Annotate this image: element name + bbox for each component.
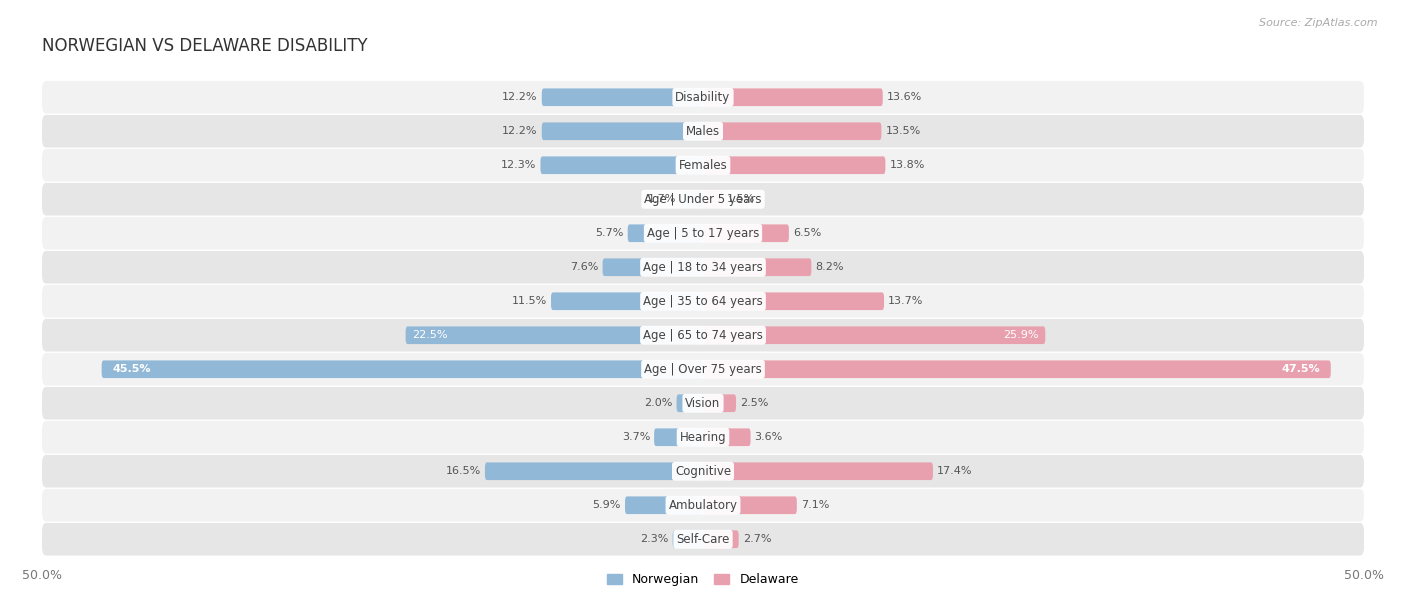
Text: 7.6%: 7.6% <box>571 262 599 272</box>
FancyBboxPatch shape <box>703 122 882 140</box>
FancyBboxPatch shape <box>703 531 738 548</box>
Text: 7.1%: 7.1% <box>801 500 830 510</box>
FancyBboxPatch shape <box>681 190 703 208</box>
Text: Males: Males <box>686 125 720 138</box>
FancyBboxPatch shape <box>42 319 1364 351</box>
FancyBboxPatch shape <box>703 463 934 480</box>
Text: NORWEGIAN VS DELAWARE DISABILITY: NORWEGIAN VS DELAWARE DISABILITY <box>42 37 368 54</box>
FancyBboxPatch shape <box>42 149 1364 182</box>
FancyBboxPatch shape <box>42 353 1364 386</box>
Text: Hearing: Hearing <box>679 431 727 444</box>
FancyBboxPatch shape <box>42 251 1364 283</box>
FancyBboxPatch shape <box>627 225 703 242</box>
FancyBboxPatch shape <box>603 258 703 276</box>
Text: 25.9%: 25.9% <box>1004 330 1039 340</box>
Text: Age | 18 to 34 years: Age | 18 to 34 years <box>643 261 763 274</box>
FancyBboxPatch shape <box>703 326 1045 344</box>
Text: 12.2%: 12.2% <box>502 92 537 102</box>
Text: 3.6%: 3.6% <box>755 432 783 442</box>
FancyBboxPatch shape <box>626 496 703 514</box>
FancyBboxPatch shape <box>42 183 1364 215</box>
FancyBboxPatch shape <box>42 285 1364 318</box>
Text: 22.5%: 22.5% <box>412 330 447 340</box>
FancyBboxPatch shape <box>42 421 1364 453</box>
Text: 12.3%: 12.3% <box>501 160 537 170</box>
Text: 3.7%: 3.7% <box>621 432 650 442</box>
Legend: Norwegian, Delaware: Norwegian, Delaware <box>602 568 804 591</box>
Text: Age | 35 to 64 years: Age | 35 to 64 years <box>643 295 763 308</box>
FancyBboxPatch shape <box>703 225 789 242</box>
FancyBboxPatch shape <box>672 531 703 548</box>
FancyBboxPatch shape <box>541 88 703 106</box>
Text: 16.5%: 16.5% <box>446 466 481 476</box>
Text: Source: ZipAtlas.com: Source: ZipAtlas.com <box>1260 18 1378 28</box>
Text: 1.7%: 1.7% <box>648 194 676 204</box>
FancyBboxPatch shape <box>703 157 886 174</box>
FancyBboxPatch shape <box>541 122 703 140</box>
Text: 8.2%: 8.2% <box>815 262 844 272</box>
FancyBboxPatch shape <box>42 81 1364 114</box>
Text: Disability: Disability <box>675 91 731 104</box>
Text: 2.7%: 2.7% <box>742 534 770 544</box>
Text: 12.2%: 12.2% <box>502 126 537 136</box>
Text: 2.5%: 2.5% <box>740 398 769 408</box>
Text: 13.6%: 13.6% <box>887 92 922 102</box>
Text: Age | 5 to 17 years: Age | 5 to 17 years <box>647 226 759 240</box>
FancyBboxPatch shape <box>703 360 1330 378</box>
Text: 13.7%: 13.7% <box>889 296 924 306</box>
FancyBboxPatch shape <box>42 217 1364 250</box>
Text: 45.5%: 45.5% <box>112 364 150 375</box>
Text: Self-Care: Self-Care <box>676 532 730 546</box>
Text: 2.0%: 2.0% <box>644 398 672 408</box>
FancyBboxPatch shape <box>42 523 1364 556</box>
FancyBboxPatch shape <box>676 394 703 412</box>
FancyBboxPatch shape <box>42 455 1364 488</box>
Text: 1.5%: 1.5% <box>727 194 755 204</box>
FancyBboxPatch shape <box>42 115 1364 147</box>
FancyBboxPatch shape <box>654 428 703 446</box>
FancyBboxPatch shape <box>703 394 737 412</box>
FancyBboxPatch shape <box>42 489 1364 521</box>
Text: Age | Over 75 years: Age | Over 75 years <box>644 363 762 376</box>
FancyBboxPatch shape <box>101 360 703 378</box>
Text: 47.5%: 47.5% <box>1282 364 1320 375</box>
Text: Cognitive: Cognitive <box>675 465 731 478</box>
Text: 2.3%: 2.3% <box>640 534 669 544</box>
Text: Vision: Vision <box>685 397 721 410</box>
Text: 13.5%: 13.5% <box>886 126 921 136</box>
Text: Ambulatory: Ambulatory <box>668 499 738 512</box>
FancyBboxPatch shape <box>42 387 1364 420</box>
Text: Age | 65 to 74 years: Age | 65 to 74 years <box>643 329 763 341</box>
Text: 17.4%: 17.4% <box>936 466 973 476</box>
FancyBboxPatch shape <box>551 293 703 310</box>
Text: 5.9%: 5.9% <box>593 500 621 510</box>
Text: 13.8%: 13.8% <box>890 160 925 170</box>
Text: 5.7%: 5.7% <box>595 228 624 238</box>
Text: Females: Females <box>679 159 727 172</box>
FancyBboxPatch shape <box>703 258 811 276</box>
FancyBboxPatch shape <box>485 463 703 480</box>
FancyBboxPatch shape <box>703 190 723 208</box>
FancyBboxPatch shape <box>540 157 703 174</box>
FancyBboxPatch shape <box>405 326 703 344</box>
FancyBboxPatch shape <box>703 428 751 446</box>
Text: 11.5%: 11.5% <box>512 296 547 306</box>
Text: 6.5%: 6.5% <box>793 228 821 238</box>
FancyBboxPatch shape <box>703 88 883 106</box>
FancyBboxPatch shape <box>703 293 884 310</box>
FancyBboxPatch shape <box>703 496 797 514</box>
Text: Age | Under 5 years: Age | Under 5 years <box>644 193 762 206</box>
